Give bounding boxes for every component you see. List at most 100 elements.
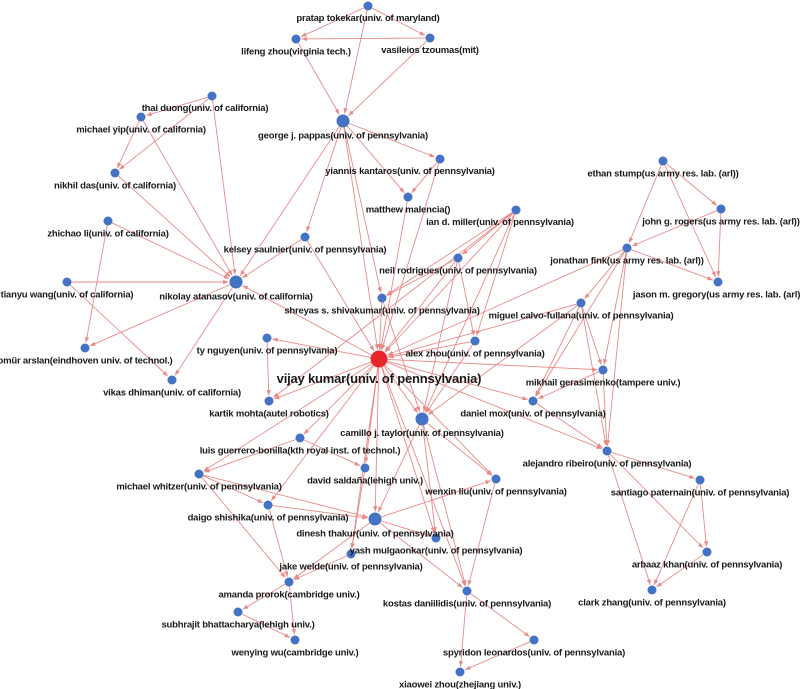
node-label: vikas dhiman(univ. of california) (103, 388, 241, 399)
node[interactable] (602, 446, 612, 456)
node[interactable] (290, 635, 300, 645)
edge (384, 364, 493, 476)
node[interactable] (528, 396, 538, 406)
node[interactable] (435, 154, 445, 164)
node-label: jason m. gregory(us army res. lab. (arl)… (632, 290, 800, 301)
edge (273, 212, 513, 398)
edge (422, 262, 458, 412)
edge (536, 403, 603, 449)
node[interactable] (598, 365, 608, 375)
node[interactable] (529, 635, 539, 645)
node[interactable] (377, 293, 387, 303)
node-label: ethan stump(us army res. lab. (arl)) (587, 169, 738, 180)
edge (118, 175, 231, 278)
node[interactable] (263, 500, 273, 510)
node[interactable] (647, 585, 657, 595)
node[interactable] (300, 232, 310, 242)
node[interactable] (62, 277, 72, 287)
edge (602, 252, 627, 365)
node[interactable] (295, 433, 305, 443)
node[interactable] (455, 667, 465, 677)
node[interactable] (622, 243, 632, 253)
node-label: michael whitzer(univ. of pennsylvania) (116, 482, 281, 493)
labels-layer: pratap tokekar(univ. of maryland) lifeng … (0, 13, 800, 689)
node[interactable] (702, 547, 712, 557)
edge (535, 251, 626, 397)
edge (381, 520, 431, 537)
node[interactable] (207, 91, 217, 101)
node[interactable] (368, 512, 382, 526)
node[interactable] (431, 533, 441, 543)
node[interactable] (233, 607, 243, 617)
edge (607, 455, 651, 585)
edge (386, 259, 455, 296)
edge (203, 363, 373, 472)
node[interactable] (453, 253, 463, 263)
edge (381, 480, 491, 518)
node[interactable] (695, 475, 705, 485)
node[interactable] (136, 112, 146, 122)
edge (581, 307, 602, 365)
node[interactable] (346, 549, 356, 559)
edges-layer (69, 7, 722, 671)
edge (386, 212, 513, 296)
node[interactable] (80, 343, 90, 353)
edge (350, 367, 379, 549)
edge (458, 262, 475, 336)
edge (350, 472, 365, 549)
node[interactable] (511, 205, 521, 215)
node-label: ty nguyen(univ. of pennsylvania) (197, 346, 338, 357)
node[interactable] (470, 336, 480, 346)
node[interactable] (229, 275, 243, 289)
edge (174, 287, 233, 376)
edge (464, 641, 531, 671)
edge (212, 100, 237, 275)
node-label: shreyas s. shivakumar(univ. of pennsylva… (284, 306, 479, 317)
edge (716, 213, 722, 277)
edge (303, 439, 361, 467)
edge (343, 10, 368, 114)
edge (202, 475, 264, 504)
node-label: matthew malencia() (366, 205, 451, 216)
node[interactable] (291, 34, 301, 44)
node-label: pratap tokekar(univ. of maryland) (296, 13, 439, 24)
edge (371, 7, 426, 36)
node[interactable] (363, 1, 373, 11)
node[interactable] (403, 192, 413, 202)
node-label: santiago paternain(univ. of pennsylvania… (611, 488, 790, 499)
node[interactable] (336, 114, 350, 128)
node-label: nikolay atanasov(univ. of california) (159, 292, 312, 303)
edge (111, 222, 230, 280)
node[interactable] (462, 586, 472, 596)
node[interactable] (360, 463, 370, 473)
node-label: neil rodrigues(univ. of pennsylvania) (379, 266, 537, 277)
edge (201, 477, 286, 579)
node[interactable] (425, 33, 435, 43)
edge (293, 555, 348, 581)
edge (385, 213, 514, 353)
node[interactable] (262, 333, 272, 343)
hub-node[interactable] (370, 350, 388, 368)
edge (382, 302, 421, 413)
node[interactable] (658, 156, 668, 166)
node[interactable] (264, 396, 274, 406)
node[interactable] (103, 216, 113, 226)
edge (270, 365, 375, 501)
node[interactable] (713, 277, 723, 287)
node[interactable] (491, 474, 501, 484)
edge (388, 341, 471, 359)
edge (343, 127, 382, 293)
edge (203, 474, 368, 518)
edge (293, 522, 371, 580)
edge (631, 249, 714, 281)
node-label: arbaaz khan(univ. of pennsylvania) (632, 560, 782, 571)
node[interactable] (194, 469, 204, 479)
node[interactable] (716, 204, 726, 214)
node[interactable] (415, 412, 429, 426)
node[interactable] (110, 168, 120, 178)
node[interactable] (167, 375, 177, 385)
node[interactable] (284, 577, 294, 587)
node[interactable] (576, 298, 586, 308)
edge (272, 337, 371, 358)
